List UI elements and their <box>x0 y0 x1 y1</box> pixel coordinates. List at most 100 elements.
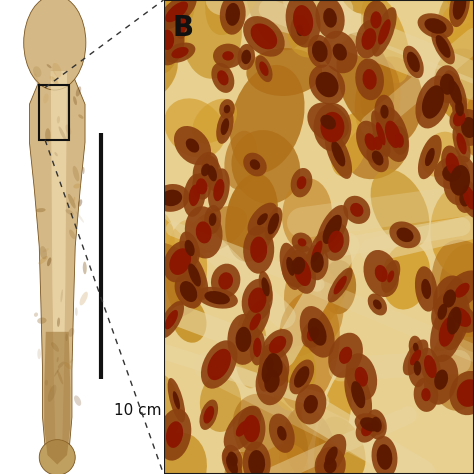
Ellipse shape <box>50 76 59 85</box>
Ellipse shape <box>356 19 382 58</box>
Ellipse shape <box>463 185 474 210</box>
Ellipse shape <box>316 205 348 254</box>
Ellipse shape <box>311 241 322 263</box>
Ellipse shape <box>259 271 273 303</box>
Ellipse shape <box>462 93 474 157</box>
Ellipse shape <box>434 370 448 390</box>
Ellipse shape <box>312 41 328 62</box>
Ellipse shape <box>250 159 260 170</box>
Ellipse shape <box>150 14 184 65</box>
Ellipse shape <box>410 349 421 365</box>
Ellipse shape <box>262 329 293 360</box>
Ellipse shape <box>76 211 84 223</box>
Ellipse shape <box>434 65 461 103</box>
Ellipse shape <box>226 456 238 474</box>
Ellipse shape <box>130 0 175 52</box>
Ellipse shape <box>163 241 197 283</box>
Ellipse shape <box>224 131 257 189</box>
Ellipse shape <box>134 47 178 99</box>
Ellipse shape <box>284 261 344 346</box>
Ellipse shape <box>343 196 370 224</box>
Ellipse shape <box>231 130 300 204</box>
Ellipse shape <box>188 264 201 287</box>
Ellipse shape <box>68 194 76 209</box>
Ellipse shape <box>446 153 459 175</box>
Ellipse shape <box>330 112 369 176</box>
Ellipse shape <box>38 256 48 264</box>
Ellipse shape <box>438 304 447 320</box>
Ellipse shape <box>269 414 295 453</box>
Ellipse shape <box>420 347 441 386</box>
Ellipse shape <box>455 109 474 146</box>
Ellipse shape <box>73 166 79 182</box>
Ellipse shape <box>264 370 280 393</box>
Ellipse shape <box>373 300 382 310</box>
Ellipse shape <box>48 385 56 402</box>
Ellipse shape <box>220 0 246 35</box>
Ellipse shape <box>286 257 295 276</box>
Ellipse shape <box>64 362 72 369</box>
Ellipse shape <box>320 115 336 129</box>
Ellipse shape <box>433 275 466 321</box>
Ellipse shape <box>371 169 429 248</box>
Ellipse shape <box>444 70 467 115</box>
Ellipse shape <box>73 96 77 105</box>
Polygon shape <box>29 57 85 465</box>
Ellipse shape <box>437 0 474 81</box>
Ellipse shape <box>284 407 336 474</box>
Ellipse shape <box>328 268 353 302</box>
Ellipse shape <box>447 307 462 335</box>
Ellipse shape <box>292 257 305 274</box>
Ellipse shape <box>333 44 347 61</box>
Ellipse shape <box>69 229 75 239</box>
Ellipse shape <box>169 248 191 275</box>
Ellipse shape <box>355 413 385 436</box>
Ellipse shape <box>294 366 310 388</box>
Ellipse shape <box>65 125 71 135</box>
Ellipse shape <box>147 433 207 474</box>
Ellipse shape <box>431 293 454 330</box>
Ellipse shape <box>458 177 474 218</box>
Ellipse shape <box>282 346 316 400</box>
Ellipse shape <box>449 371 474 415</box>
Ellipse shape <box>315 0 345 39</box>
Ellipse shape <box>363 69 377 90</box>
Ellipse shape <box>258 347 278 392</box>
Ellipse shape <box>159 301 184 338</box>
Ellipse shape <box>450 165 470 196</box>
Ellipse shape <box>431 28 455 64</box>
Ellipse shape <box>174 126 211 165</box>
Ellipse shape <box>192 99 237 143</box>
Ellipse shape <box>356 121 385 163</box>
Ellipse shape <box>82 167 84 174</box>
Ellipse shape <box>249 329 265 365</box>
Polygon shape <box>39 57 46 95</box>
Ellipse shape <box>452 307 471 327</box>
Ellipse shape <box>452 94 467 122</box>
Ellipse shape <box>459 191 470 207</box>
Ellipse shape <box>222 448 242 474</box>
Ellipse shape <box>418 13 454 39</box>
Ellipse shape <box>157 0 197 30</box>
Ellipse shape <box>303 246 352 333</box>
Ellipse shape <box>248 287 266 313</box>
Ellipse shape <box>213 44 243 68</box>
Ellipse shape <box>442 164 461 182</box>
Ellipse shape <box>456 133 467 155</box>
Ellipse shape <box>414 377 438 412</box>
Ellipse shape <box>292 233 312 252</box>
Ellipse shape <box>453 0 466 20</box>
Ellipse shape <box>70 359 73 363</box>
Ellipse shape <box>328 333 363 378</box>
Ellipse shape <box>296 25 304 36</box>
Ellipse shape <box>224 406 262 451</box>
Ellipse shape <box>409 336 423 359</box>
Ellipse shape <box>184 240 195 256</box>
Ellipse shape <box>381 260 400 293</box>
Ellipse shape <box>291 168 312 197</box>
Ellipse shape <box>280 291 330 356</box>
Ellipse shape <box>289 359 314 394</box>
Ellipse shape <box>395 133 404 148</box>
Ellipse shape <box>378 19 391 45</box>
Ellipse shape <box>182 0 242 79</box>
